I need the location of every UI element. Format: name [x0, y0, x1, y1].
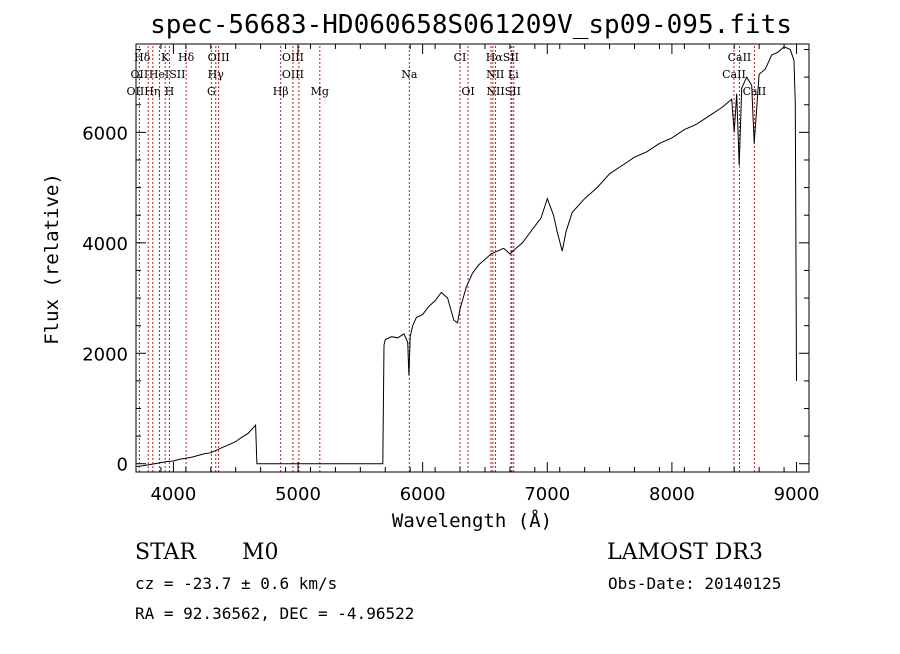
series-line-flux — [135, 46, 797, 467]
x-axis-label: Wavelength (Å) — [392, 509, 552, 532]
observation-date: Obs-Date: 20140125 — [608, 574, 782, 593]
object-subclass: M0 — [242, 540, 279, 565]
tick-group: 4000 5000 6000 7000 8000 9000 0 2000 4000 6000 — [82, 44, 819, 505]
line-label-15: OIIHη — [127, 85, 161, 98]
x-tick-label-4: 8000 — [649, 484, 695, 505]
y-axis-label: Flux (relative) — [41, 173, 63, 345]
x-tick-label-5: 9000 — [774, 484, 820, 505]
line-label-12: Na — [401, 68, 418, 81]
x-tick-label-3: 7000 — [524, 484, 570, 505]
y-tick-label-2: 4000 — [82, 234, 128, 255]
y-tick-label-3: 6000 — [82, 123, 128, 144]
line-label-16: H — [165, 85, 175, 98]
line-label-3: OIII — [208, 51, 230, 64]
line-label-5: CI — [454, 51, 467, 64]
object-class: STAR — [135, 540, 196, 565]
line-label-13: NII Li — [486, 68, 519, 81]
line-marker-group — [138, 46, 755, 472]
x-tick-label-0: 4000 — [150, 484, 196, 505]
y-tick-label-0: 0 — [117, 455, 128, 476]
line-label-group: Hδ K Hδ OIII OIII CI HαSII CaII OII HeISII Hγ OIII N… — [127, 51, 767, 98]
redshift-velocity: cz = -23.7 ± 0.6 km/s — [135, 574, 338, 593]
x-tick-label-2: 6000 — [400, 484, 446, 505]
line-label-20: OI — [461, 85, 474, 98]
line-label-14: CaII — [722, 68, 746, 81]
x-tick-label-1: 5000 — [275, 484, 321, 505]
series-group — [135, 46, 797, 467]
line-label-8: OII — [131, 68, 149, 81]
survey-name: LAMOST DR3 — [607, 540, 763, 565]
line-label-0: Hδ — [134, 51, 151, 64]
line-label-21: NIISII — [486, 85, 521, 98]
line-label-7: CaII — [728, 51, 752, 64]
line-label-17: G — [207, 85, 216, 98]
y-tick-label-1: 2000 — [82, 344, 128, 365]
line-label-4: OIII — [282, 51, 304, 64]
line-label-2: Hδ — [178, 51, 195, 64]
plot-frame — [135, 43, 810, 473]
line-label-6: HαSII — [486, 51, 519, 64]
line-label-9: HeISII — [149, 68, 186, 81]
line-label-22: CaII — [743, 85, 767, 98]
ra-dec-coordinates: RA = 92.36562, DEC = -4.96522 — [135, 604, 415, 623]
line-label-1: K — [161, 51, 170, 64]
line-label-10: Hγ — [208, 68, 225, 81]
line-label-18: Hβ — [273, 85, 289, 98]
line-label-11: OIII — [282, 68, 304, 81]
line-label-19: Mg — [311, 85, 329, 98]
chart-title: spec-56683-HD060658S061209V_sp09-095.fit… — [150, 10, 792, 40]
